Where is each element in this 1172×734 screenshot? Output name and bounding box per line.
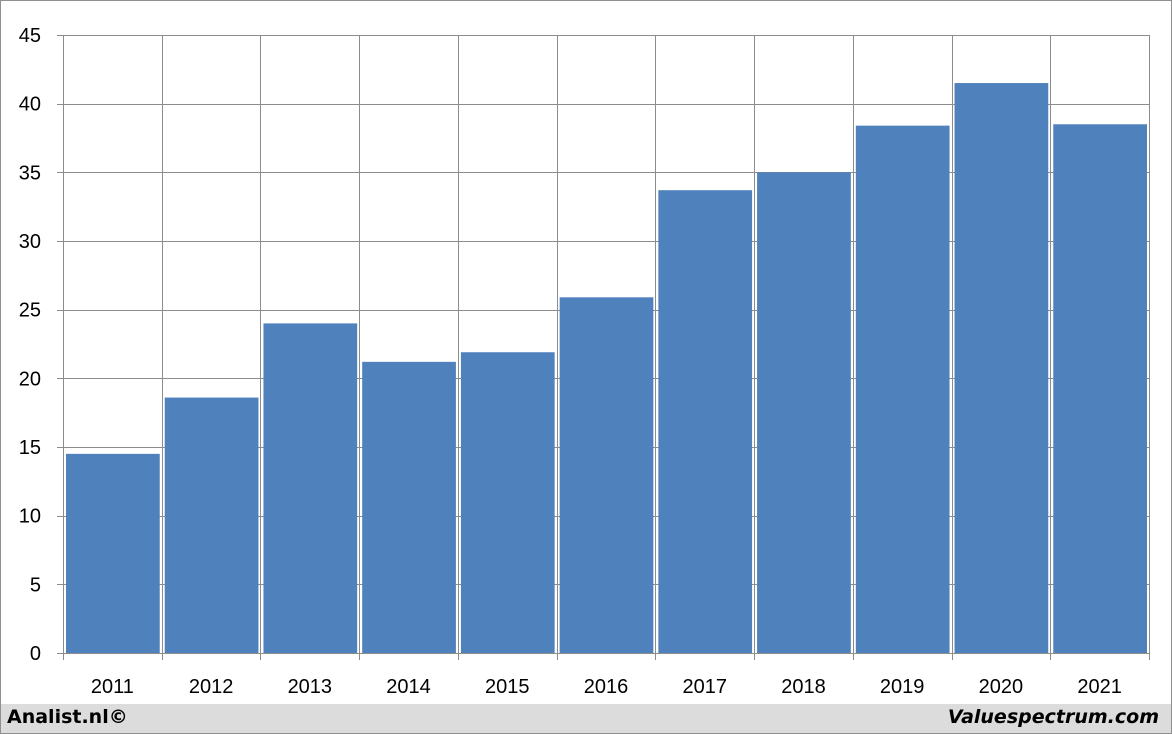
x-tick-label-2015: 2015 xyxy=(485,676,530,698)
y-tick-label-40: 40 xyxy=(19,94,41,116)
x-tick-label-2016: 2016 xyxy=(584,676,629,698)
x-tick-label-2020: 2020 xyxy=(979,676,1024,698)
bar-2012 xyxy=(164,397,259,653)
x-tick-label-2014: 2014 xyxy=(386,676,431,698)
x-tick-label-2019: 2019 xyxy=(880,676,925,698)
y-tick-label-30: 30 xyxy=(19,231,41,253)
y-tick-label-35: 35 xyxy=(19,162,41,184)
y-tick-label-10: 10 xyxy=(19,506,41,528)
bar-2020 xyxy=(954,83,1049,654)
bar-2021 xyxy=(1053,124,1147,654)
y-tick-label-45: 45 xyxy=(19,25,41,47)
chart-area: 0 5 10 15 20 25 30 35 40 45 2011 2012 2013 2014 2015 20… xyxy=(1,1,1171,704)
x-tick-label-2021: 2021 xyxy=(1077,676,1122,698)
y-tick-label-25: 25 xyxy=(19,300,41,322)
bar-2017 xyxy=(658,190,753,654)
bar-2016 xyxy=(559,297,654,653)
x-tick-label-2011: 2011 xyxy=(91,676,134,698)
bar-2013 xyxy=(263,323,358,653)
y-tick-label-20: 20 xyxy=(19,368,41,390)
y-tick-label-15: 15 xyxy=(19,437,41,459)
footer-bar: Analist.nl© Valuespectrum.com xyxy=(1,704,1171,733)
bar-chart: 0 5 10 15 20 25 30 35 40 45 2011 2012 2013 2014 2015 20… xyxy=(19,25,1150,698)
source-label-right: Valuespectrum.com xyxy=(947,706,1159,728)
bar-2019 xyxy=(855,125,950,653)
x-tick-label-2018: 2018 xyxy=(781,676,826,698)
x-tick-label-2012: 2012 xyxy=(189,676,234,698)
bar-2011 xyxy=(66,453,160,653)
y-tick-label-0: 0 xyxy=(30,643,41,665)
bar-2018 xyxy=(757,172,851,654)
source-label-left: Analist.nl© xyxy=(7,706,128,728)
bar-2015 xyxy=(460,352,555,653)
bar-2014 xyxy=(362,361,456,653)
x-tick-label-2013: 2013 xyxy=(288,676,333,698)
y-tick-label-5: 5 xyxy=(30,574,41,596)
x-tick-label-2017: 2017 xyxy=(682,676,727,698)
